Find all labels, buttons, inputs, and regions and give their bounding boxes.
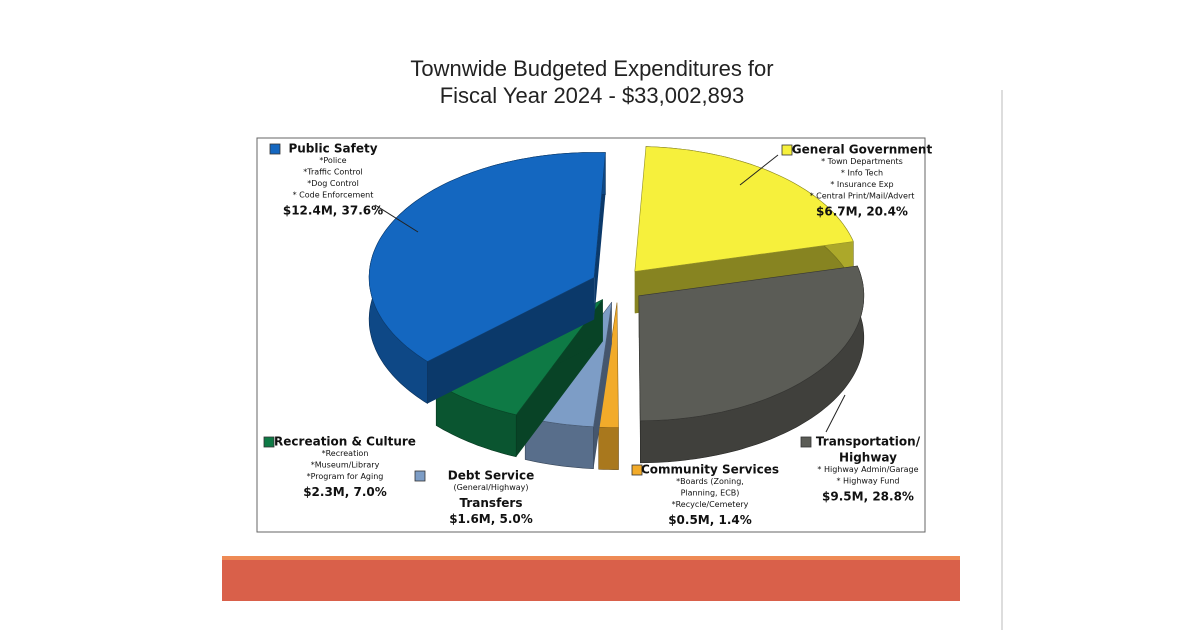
- pie: [368, 146, 865, 470]
- labels: General Government* Town Departments * In…: [263, 142, 933, 527]
- label-line: Debt Service: [448, 469, 535, 483]
- label-line: *Police: [319, 156, 346, 165]
- label-line: *Museum/Library: [311, 461, 380, 470]
- label-line: * Highway Admin/Garage: [817, 465, 918, 474]
- footer-bar-edge: [222, 556, 960, 560]
- label-line: (General/Highway): [453, 483, 528, 492]
- label-line: General Government: [792, 143, 933, 157]
- slice: [638, 265, 865, 464]
- value-label: $12.4M, 37.6%: [283, 204, 383, 218]
- leader-line: [825, 394, 846, 433]
- label-line: * Insurance Exp: [830, 180, 893, 189]
- label-line: * Info Tech: [841, 169, 883, 178]
- label-line: * Highway Fund: [836, 477, 899, 486]
- value-label: $2.3M, 7.0%: [303, 485, 387, 499]
- legend-swatch: [800, 436, 812, 448]
- label-line: Recreation & Culture: [274, 435, 416, 449]
- label-line: * Central Print/Mail/Advert: [810, 192, 915, 201]
- slice-rim: [598, 426, 619, 470]
- label-line: Transportation/: [816, 435, 921, 449]
- value-label: $1.6M, 5.0%: [449, 512, 533, 526]
- value-label: $9.5M, 28.8%: [822, 490, 914, 504]
- legend-swatch: [781, 144, 793, 156]
- label-line: Public Safety: [288, 142, 377, 156]
- label-line: * Town Departments: [821, 157, 903, 166]
- label-line: *Dog Control: [307, 179, 359, 188]
- slice-top: [634, 146, 854, 272]
- slice-top: [638, 265, 865, 422]
- legend-swatch: [263, 436, 275, 448]
- footer-bar: [222, 556, 960, 601]
- label-line: *Program for Aging: [307, 472, 384, 481]
- value-label: $0.5M, 1.4%: [668, 513, 752, 527]
- label-line: Planning, ECB): [681, 489, 740, 498]
- legend-swatch: [414, 470, 426, 482]
- chart-title: Townwide Budgeted Expenditures for: [410, 56, 773, 81]
- legend-swatch: [631, 464, 643, 476]
- label-line: Community Services: [641, 463, 779, 477]
- slice-side: [427, 277, 595, 404]
- slice-top: [368, 152, 606, 362]
- label-line: *Recycle/Cemetery: [672, 500, 749, 509]
- slice: [368, 152, 606, 405]
- label-line: Highway: [839, 451, 897, 465]
- chart-title: Fiscal Year 2024 - $33,002,893: [440, 83, 745, 108]
- leader-line: [739, 154, 779, 186]
- legend-swatch: [269, 143, 281, 155]
- label-line: * Code Enforcement: [293, 191, 374, 200]
- label-line: Transfers: [460, 496, 523, 510]
- label-line: *Recreation: [322, 449, 369, 458]
- leader-line: [374, 204, 419, 233]
- value-label: $6.7M, 20.4%: [816, 205, 908, 219]
- label-line: *Boards (Zoning,: [676, 477, 744, 486]
- label-line: *Traffic Control: [303, 168, 363, 177]
